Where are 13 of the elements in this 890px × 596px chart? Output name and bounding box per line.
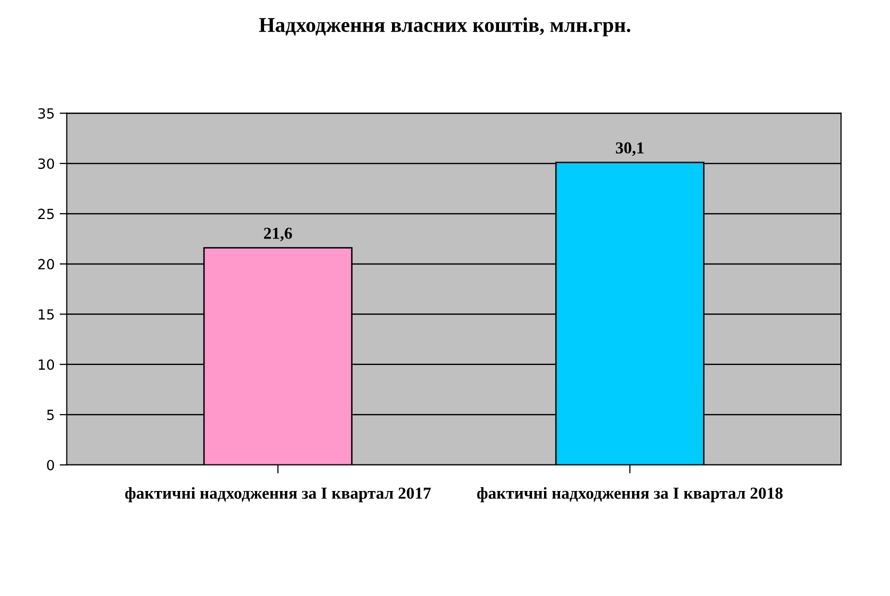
y-tick-label: 5 [47,410,54,420]
y-tick-label: 20 [38,258,54,270]
y-tick-label: 30 [38,158,54,169]
y-tick-label: 25 [38,208,54,220]
chart-title: Надходження власних коштів, млн.грн. [259,17,630,36]
data-label: 30,1 [616,142,644,156]
y-tick-label: 15 [38,309,54,320]
x-tick-label: фактичні надходження за І квартал 2017 [125,487,431,502]
x-tick-label: фактичні надходження за І квартал 2018 [477,487,783,502]
y-tick-label: 0 [47,460,54,470]
y-tick-label: 35 [38,108,54,119]
y-tick-label: 10 [38,359,54,370]
data-label: 21,6 [264,228,292,242]
